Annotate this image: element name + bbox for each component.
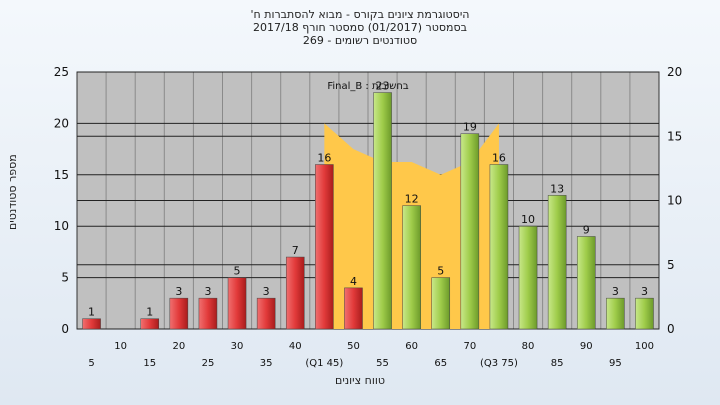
bar bbox=[402, 205, 421, 330]
x-tick-label: 15 bbox=[143, 358, 156, 369]
x-tick-label: 95 bbox=[609, 358, 622, 369]
y-tick-label: 25 bbox=[54, 65, 69, 79]
y-tick-label: 10 bbox=[54, 219, 69, 233]
x-tick-label: 40 bbox=[289, 341, 302, 352]
x-tick-label: (Q1 45) bbox=[305, 358, 343, 369]
x-tick-label: 100 bbox=[635, 341, 654, 352]
x-tick-label: 20 bbox=[172, 341, 185, 352]
data-label: 3 bbox=[612, 285, 619, 298]
y2-tick-label: 5 bbox=[667, 258, 675, 272]
bar bbox=[256, 297, 276, 330]
bar bbox=[344, 287, 363, 330]
data-label: 19 bbox=[463, 121, 477, 134]
x-tick-label: 35 bbox=[260, 358, 273, 369]
x-tick-label: 55 bbox=[376, 358, 389, 369]
title-line-2: בסמסטר (01/2017) סמסטר חורף 2017/18 bbox=[253, 21, 467, 34]
bar bbox=[547, 195, 567, 330]
x-tick-label: 25 bbox=[202, 358, 215, 369]
y-tick-label: 5 bbox=[61, 271, 69, 285]
bar bbox=[315, 164, 334, 330]
x-tick-label: 65 bbox=[434, 358, 447, 369]
data-label: 16 bbox=[317, 152, 331, 165]
bar bbox=[82, 318, 101, 330]
bar bbox=[227, 277, 247, 330]
y-tick-label: 20 bbox=[54, 116, 69, 130]
data-label: 5 bbox=[437, 265, 444, 278]
data-label: 3 bbox=[204, 285, 211, 298]
data-label: 9 bbox=[583, 223, 590, 236]
bar bbox=[431, 277, 451, 330]
x-tick-label: 10 bbox=[114, 341, 127, 352]
x-tick-label: 90 bbox=[580, 341, 593, 352]
bar bbox=[606, 297, 625, 330]
data-label: 3 bbox=[175, 285, 182, 298]
x-tick-label: 70 bbox=[463, 341, 476, 352]
data-label: 3 bbox=[263, 285, 270, 298]
data-label: 4 bbox=[350, 275, 357, 288]
bar bbox=[169, 297, 189, 330]
legend-label: בחשיבות : Final_B bbox=[327, 81, 409, 92]
data-label: 16 bbox=[492, 152, 506, 165]
y2-tick-label: 15 bbox=[667, 129, 682, 143]
y-tick-label: 0 bbox=[61, 322, 69, 336]
bar bbox=[635, 297, 654, 330]
bar bbox=[373, 92, 392, 330]
data-label: 3 bbox=[641, 285, 648, 298]
bar bbox=[518, 225, 538, 330]
bar bbox=[285, 256, 305, 330]
chart-title: היסטוגרמת ציונים בקורס - מבוא להסתברות ח… bbox=[0, 8, 720, 47]
x-axis-title: טווח ציונים bbox=[335, 374, 385, 387]
x-tick-label: 30 bbox=[231, 341, 244, 352]
x-tick-label: (Q3 75) bbox=[480, 358, 518, 369]
y2-tick-label: 10 bbox=[667, 194, 682, 208]
bar bbox=[198, 297, 218, 330]
bar bbox=[460, 133, 480, 330]
bar bbox=[576, 236, 596, 330]
data-label: 1 bbox=[88, 306, 95, 319]
x-tick-label: 80 bbox=[522, 341, 535, 352]
data-label: 10 bbox=[521, 213, 535, 226]
x-tick-label: 85 bbox=[551, 358, 564, 369]
data-label: 7 bbox=[292, 244, 299, 257]
bar bbox=[489, 164, 509, 330]
data-label: 12 bbox=[405, 193, 419, 206]
data-label: 1 bbox=[146, 306, 153, 319]
y2-tick-label: 20 bbox=[667, 65, 682, 79]
x-tick-label: 50 bbox=[347, 341, 360, 352]
y2-tick-label: 0 bbox=[667, 322, 675, 336]
data-label: 5 bbox=[234, 265, 241, 278]
title-line-3: סטודנטים רשומים - 269 bbox=[302, 34, 418, 47]
x-tick-label: 5 bbox=[88, 358, 94, 369]
y-axis-title: מספר סטודנטים bbox=[6, 154, 19, 230]
x-tick-label: 60 bbox=[405, 341, 418, 352]
data-label: 13 bbox=[550, 182, 564, 195]
data-label: 23 bbox=[376, 80, 390, 93]
y-tick-label: 15 bbox=[54, 168, 69, 182]
title-line-1: היסטוגרמת ציונים בקורס - מבוא להסתברות ח… bbox=[250, 8, 470, 21]
bar bbox=[140, 318, 160, 330]
